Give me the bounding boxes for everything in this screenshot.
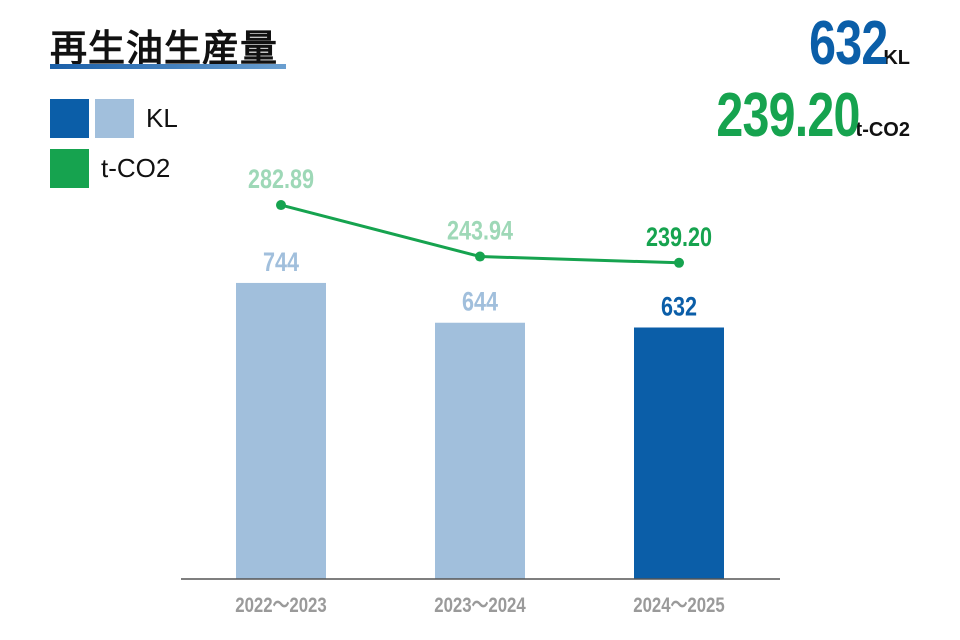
chart-title: 再生油生産量: [50, 28, 278, 69]
title-underline: [50, 64, 286, 69]
legend-swatch-current: [50, 99, 89, 138]
bar-label-2: 632: [661, 292, 697, 322]
bar-label-0: 744: [263, 248, 299, 278]
bar-0: [236, 282, 326, 579]
co2-point-2: [674, 257, 684, 268]
co2-point-1: [475, 251, 485, 262]
bar-2: [634, 327, 724, 579]
summary-co2-unit: t-CO2: [855, 119, 910, 141]
x-tick-label-2: 2024～2025: [633, 594, 725, 617]
co2-label-2: 239.20: [646, 223, 712, 253]
co2-point-0: [276, 200, 286, 211]
x-tick-label-1: 2023～2024: [434, 594, 526, 617]
bar-1: [435, 322, 525, 579]
legend-swatch-past: [95, 99, 134, 138]
summary-co2-value: 239.20: [716, 81, 860, 150]
co2-label-0: 282.89: [248, 165, 314, 195]
legend-label-kl: KL: [146, 103, 178, 133]
summary-kl-value: 632: [808, 9, 888, 78]
summary-kl: 632KL: [787, 8, 910, 79]
legend-swatch-co2: [50, 149, 89, 188]
legend-label-co2: t-CO2: [101, 153, 171, 183]
legend-item-co2: t-CO2: [50, 149, 170, 188]
legend-item-kl: KL: [50, 99, 178, 138]
x-tick-label-0: 2022～2023: [235, 594, 326, 617]
bar-label-1: 644: [462, 288, 498, 318]
summary-kl-unit: KL: [883, 47, 910, 69]
summary-co2: 239.20t-CO2: [676, 80, 910, 151]
co2-label-1: 243.94: [447, 216, 513, 246]
